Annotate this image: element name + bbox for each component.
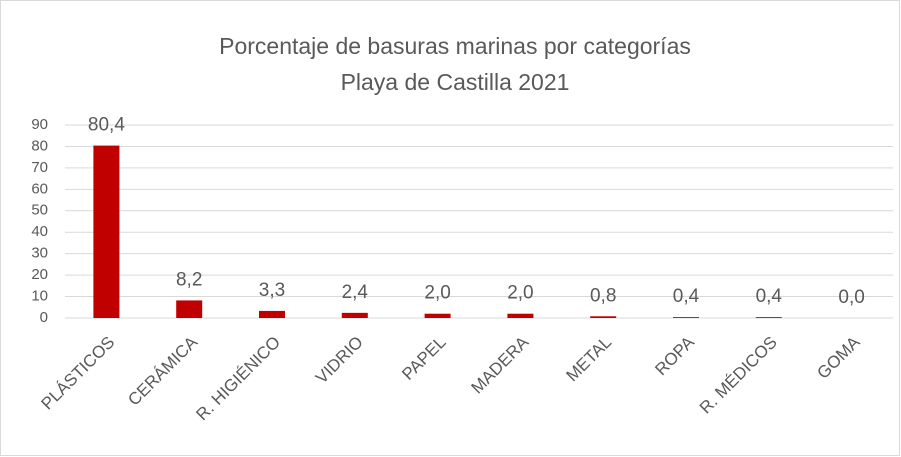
data-label: 0,0 [838, 287, 864, 308]
chart-title: Porcentaje de basuras marinas por catego… [219, 33, 691, 59]
data-label: 2,0 [424, 283, 450, 304]
y-tick-label: 20 [31, 266, 48, 283]
y-tick-label: 30 [31, 245, 48, 262]
data-label: 8,2 [176, 269, 202, 290]
data-label: 2,0 [507, 283, 533, 304]
bar [755, 317, 782, 318]
data-label: 0,4 [756, 286, 783, 307]
bar [341, 312, 368, 318]
data-label: 0,8 [590, 285, 616, 306]
bar [176, 300, 203, 318]
y-tick-label: 10 [31, 288, 48, 305]
y-tick-label: 70 [31, 159, 48, 176]
bar [673, 317, 699, 318]
data-label: 0,4 [673, 286, 700, 307]
bar [424, 313, 451, 318]
y-tick-label: 60 [31, 180, 48, 197]
bar [590, 316, 617, 318]
data-label: 3,3 [259, 280, 285, 301]
y-tick-label: 80 [31, 137, 48, 154]
y-tick-label: 90 [31, 116, 48, 133]
bar [507, 313, 534, 318]
y-tick-label: 0 [40, 309, 48, 326]
bar [259, 310, 285, 318]
y-tick-label: 40 [31, 223, 48, 240]
data-label: 80,4 [88, 115, 125, 136]
y-tick-label: 50 [31, 202, 48, 219]
data-label: 2,4 [342, 282, 369, 303]
chart-subtitle: Playa de Castilla 2021 [341, 69, 570, 95]
bar [93, 145, 120, 318]
